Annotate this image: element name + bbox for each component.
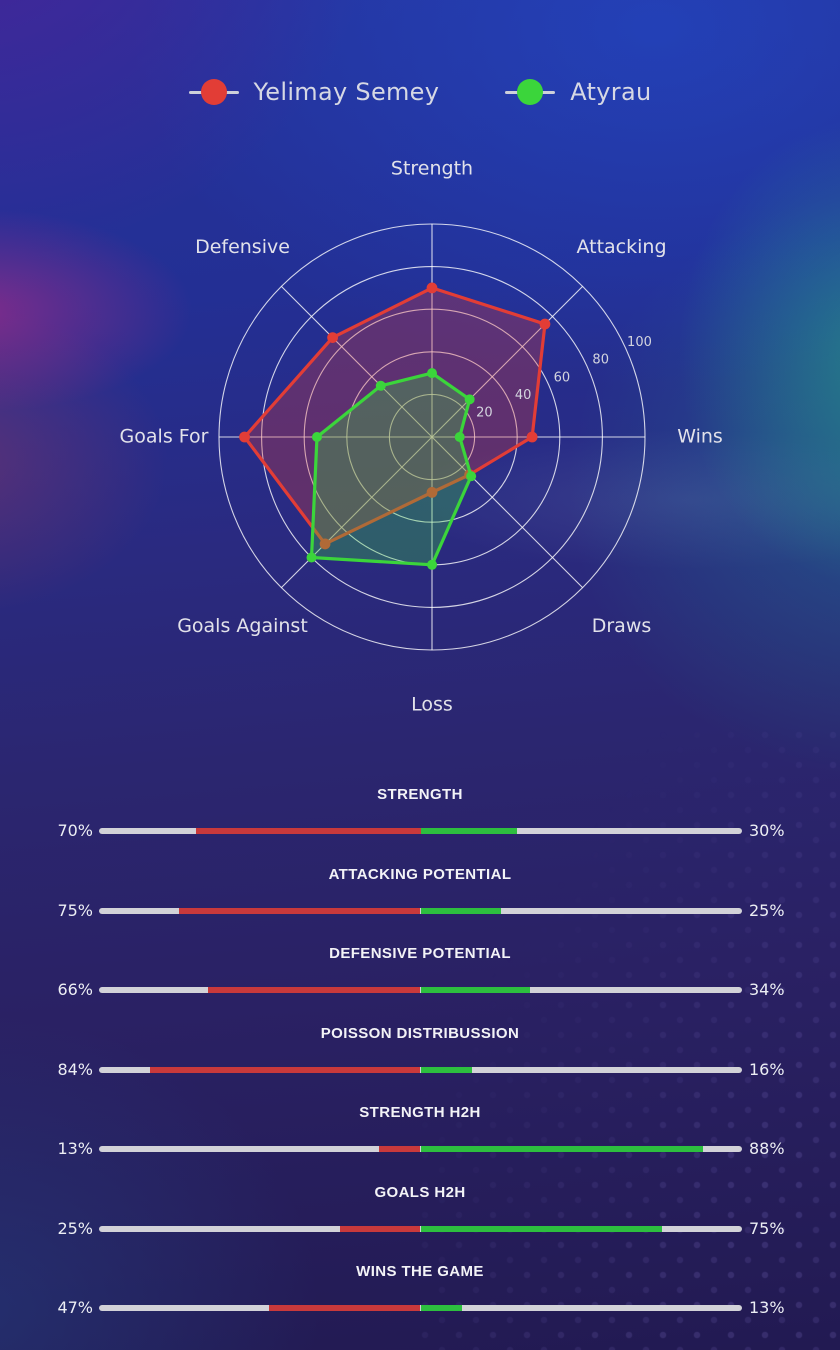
radar-axis-label: Attacking bbox=[576, 236, 666, 258]
chart-legend: Yelimay Semey Atyrau bbox=[0, 78, 840, 106]
stat-track bbox=[99, 908, 742, 914]
radar-point bbox=[427, 368, 437, 379]
stat-title: STRENGTH bbox=[377, 786, 463, 803]
stat-right-value: 13% bbox=[749, 1298, 785, 1317]
stat-left-fill bbox=[150, 1067, 421, 1073]
stat-group: POISSON DISTRIBUSSION 84% 16% bbox=[0, 1025, 840, 1085]
radar-point bbox=[464, 394, 475, 405]
stat-right-fill bbox=[420, 1226, 662, 1232]
stat-track bbox=[99, 1305, 742, 1311]
stat-group: ATTACKING POTENTIAL 75% 25% bbox=[0, 866, 840, 926]
stat-right-fill bbox=[420, 1067, 472, 1073]
stat-left-value: 13% bbox=[57, 1139, 93, 1158]
stat-left-fill bbox=[269, 1305, 421, 1311]
stat-right-value: 16% bbox=[749, 1060, 785, 1079]
radar-axis-label: Goals For bbox=[120, 426, 209, 448]
radar-point bbox=[327, 332, 338, 343]
legend-item-atyrau[interactable]: Atyrau bbox=[505, 78, 651, 106]
radar-tick-label: 40 bbox=[515, 388, 532, 403]
stat-track bbox=[99, 1146, 742, 1152]
stat-track bbox=[99, 828, 742, 834]
stat-track bbox=[99, 987, 742, 993]
stat-title: ATTACKING POTENTIAL bbox=[328, 866, 512, 883]
radar-point bbox=[466, 471, 477, 482]
stat-right-fill bbox=[420, 1146, 704, 1152]
legend-marker bbox=[188, 78, 239, 106]
legend-label: Yelimay Semey bbox=[253, 78, 440, 106]
stat-group: GOALS H2H 25% 75% bbox=[0, 1184, 840, 1244]
stat-title: POISSON DISTRIBUSSION bbox=[320, 1025, 520, 1042]
radar-axis-label: Strength bbox=[391, 158, 473, 180]
red-dot-icon bbox=[200, 79, 227, 105]
stat-left-value: 47% bbox=[57, 1298, 93, 1317]
radar-point bbox=[454, 432, 465, 442]
stat-left-value: 66% bbox=[57, 980, 93, 999]
stat-left-value: 25% bbox=[57, 1219, 93, 1238]
stat-right-fill bbox=[420, 828, 517, 834]
stat-right-value: 88% bbox=[749, 1139, 785, 1158]
stat-title: STRENGTH H2H bbox=[359, 1104, 481, 1121]
stat-left-value: 84% bbox=[57, 1060, 93, 1079]
stat-group: DEFENSIVE POTENTIAL 66% 34% bbox=[0, 945, 840, 1005]
radar-axis-label: Defensive bbox=[195, 236, 290, 258]
stat-track bbox=[99, 1067, 742, 1073]
stat-left-value: 70% bbox=[57, 821, 93, 840]
stat-right-fill bbox=[420, 908, 501, 914]
radar-point bbox=[526, 431, 538, 443]
stat-right-fill bbox=[420, 1305, 463, 1311]
legend-item-yelimay-semey[interactable]: Yelimay Semey bbox=[188, 78, 440, 106]
stat-title: WINS THE GAME bbox=[356, 1263, 484, 1280]
radar-tick-label: 60 bbox=[554, 370, 571, 385]
radar-chart: 20 40 60 80 100 Strength Attacking Wins Draws Los… bbox=[120, 158, 723, 716]
radar-tick-label: 100 bbox=[627, 335, 652, 350]
radar-spoke bbox=[431, 285, 584, 438]
legend-marker bbox=[505, 78, 556, 106]
radar-axis-label: Goals Against bbox=[177, 615, 308, 637]
legend-label: Atyrau bbox=[570, 78, 652, 106]
radar-axis-label: Wins bbox=[677, 426, 723, 448]
stat-right-value: 75% bbox=[749, 1219, 785, 1238]
stat-right-value: 30% bbox=[749, 821, 785, 840]
stat-group: STRENGTH H2H 13% 88% bbox=[0, 1104, 840, 1164]
radar-tick-label: 80 bbox=[592, 353, 609, 368]
radar-spoke bbox=[431, 436, 584, 589]
radar-spoke bbox=[280, 436, 433, 589]
radar-point bbox=[539, 318, 551, 330]
radar-point bbox=[239, 431, 250, 443]
radar-point bbox=[306, 552, 317, 563]
stat-right-fill bbox=[420, 987, 530, 993]
radar-point bbox=[311, 432, 322, 442]
stat-left-fill bbox=[195, 828, 421, 834]
radar-spoke bbox=[280, 285, 433, 438]
stat-left-fill bbox=[179, 908, 421, 914]
stat-left-value: 75% bbox=[57, 901, 93, 920]
radar-point bbox=[319, 538, 331, 550]
stat-title: DEFENSIVE POTENTIAL bbox=[329, 945, 511, 962]
radar-tick-label: 20 bbox=[476, 406, 493, 421]
radar-axis-label: Loss bbox=[411, 694, 453, 716]
radar-point bbox=[427, 559, 437, 570]
stat-track bbox=[99, 1226, 742, 1232]
stat-right-value: 25% bbox=[749, 901, 785, 920]
stat-title: GOALS H2H bbox=[374, 1184, 466, 1201]
stat-group: STRENGTH 70% 30% bbox=[0, 786, 840, 846]
radar-point bbox=[375, 380, 386, 391]
radar-axis-label: Draws bbox=[592, 615, 652, 637]
stat-left-fill bbox=[208, 987, 421, 993]
stat-left-fill bbox=[340, 1226, 421, 1232]
stat-left-fill bbox=[378, 1146, 421, 1152]
green-dot-icon bbox=[517, 79, 544, 105]
stat-group: WINS THE GAME 47% 13% bbox=[0, 1263, 840, 1323]
radar-point bbox=[426, 486, 438, 498]
radar-point bbox=[426, 282, 438, 294]
stat-right-value: 34% bbox=[749, 980, 785, 999]
